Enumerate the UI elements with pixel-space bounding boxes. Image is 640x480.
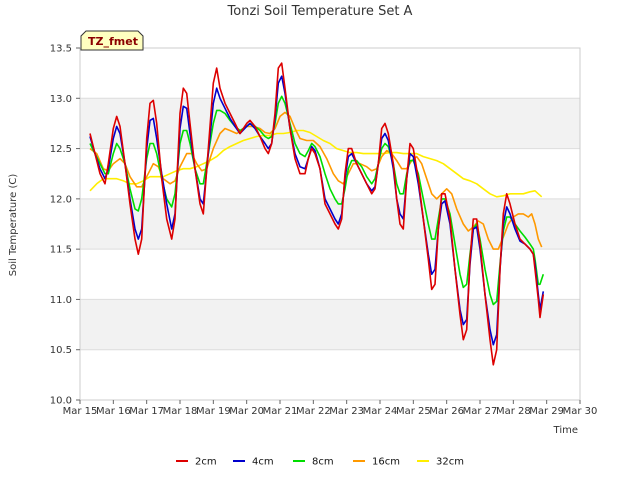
y-axis-title: Soil Temperature (C) [8,174,19,277]
x-tick-label: Mar 27 [463,406,498,417]
plot-band [80,48,580,99]
chart-title: Tonzi Soil Temperature Set A [227,4,413,19]
y-axis-ticks: 10.0 10.5 11.0 11.5 12.0 12.5 13.0 13.5 [50,44,80,407]
x-tick-label: Mar 23 [329,406,364,417]
x-tick-label: Mar 28 [496,406,531,417]
legend-label-2cm: 2cm [195,457,217,468]
x-tick-label: Mar 16 [96,406,131,417]
site-badge-label: TZ_fmet [88,35,138,48]
legend-label-4cm: 4cm [252,457,274,468]
legend-label-16cm: 16cm [372,457,400,468]
plot-band [80,148,580,199]
x-tick-label: Mar 26 [429,406,464,417]
y-tick-label: 11.0 [50,295,72,306]
x-tick-label: Mar 25 [396,406,431,417]
plot-band [80,249,580,300]
y-tick-label: 10.5 [50,345,72,356]
site-badge: TZ_fmet [80,30,144,51]
x-tick-label: Mar 19 [196,406,231,417]
series-lines [89,62,545,366]
plot-band [80,98,580,149]
plot-band [80,349,580,400]
x-tick-label: Mar 18 [163,406,198,417]
plot-band [80,299,580,350]
legend: 2cm 4cm 8cm 16cm 32cm [176,457,464,468]
series-line-4cm [89,75,545,346]
y-tick-label: 10.0 [50,396,72,407]
y-tick-label: 12.5 [50,144,72,155]
plot-frame [79,47,581,401]
legend-label-32cm: 32cm [436,457,464,468]
x-tick-label: Mar 17 [129,406,164,417]
site-badge-box [80,30,144,51]
x-tick-label: Mar 21 [263,406,298,417]
x-tick-label: Mar 24 [363,406,398,417]
series-line-32cm [89,129,543,198]
x-tick-label: Mar 20 [229,406,264,417]
series-line-8cm [89,95,545,306]
x-tick-label: Mar 30 [563,406,598,417]
y-tick-label: 13.5 [50,44,72,55]
legend-label-8cm: 8cm [312,457,334,468]
y-tick-label: 12.0 [50,194,72,205]
series-line-2cm [89,62,545,366]
y-tick-label: 13.0 [50,94,72,105]
x-tick-label: Mar 15 [63,406,98,417]
x-tick-label: Mar 22 [296,406,331,417]
x-axis-title: Time [553,425,578,436]
y-tick-label: 11.5 [50,245,72,256]
x-tick-label: Mar 29 [529,406,564,417]
